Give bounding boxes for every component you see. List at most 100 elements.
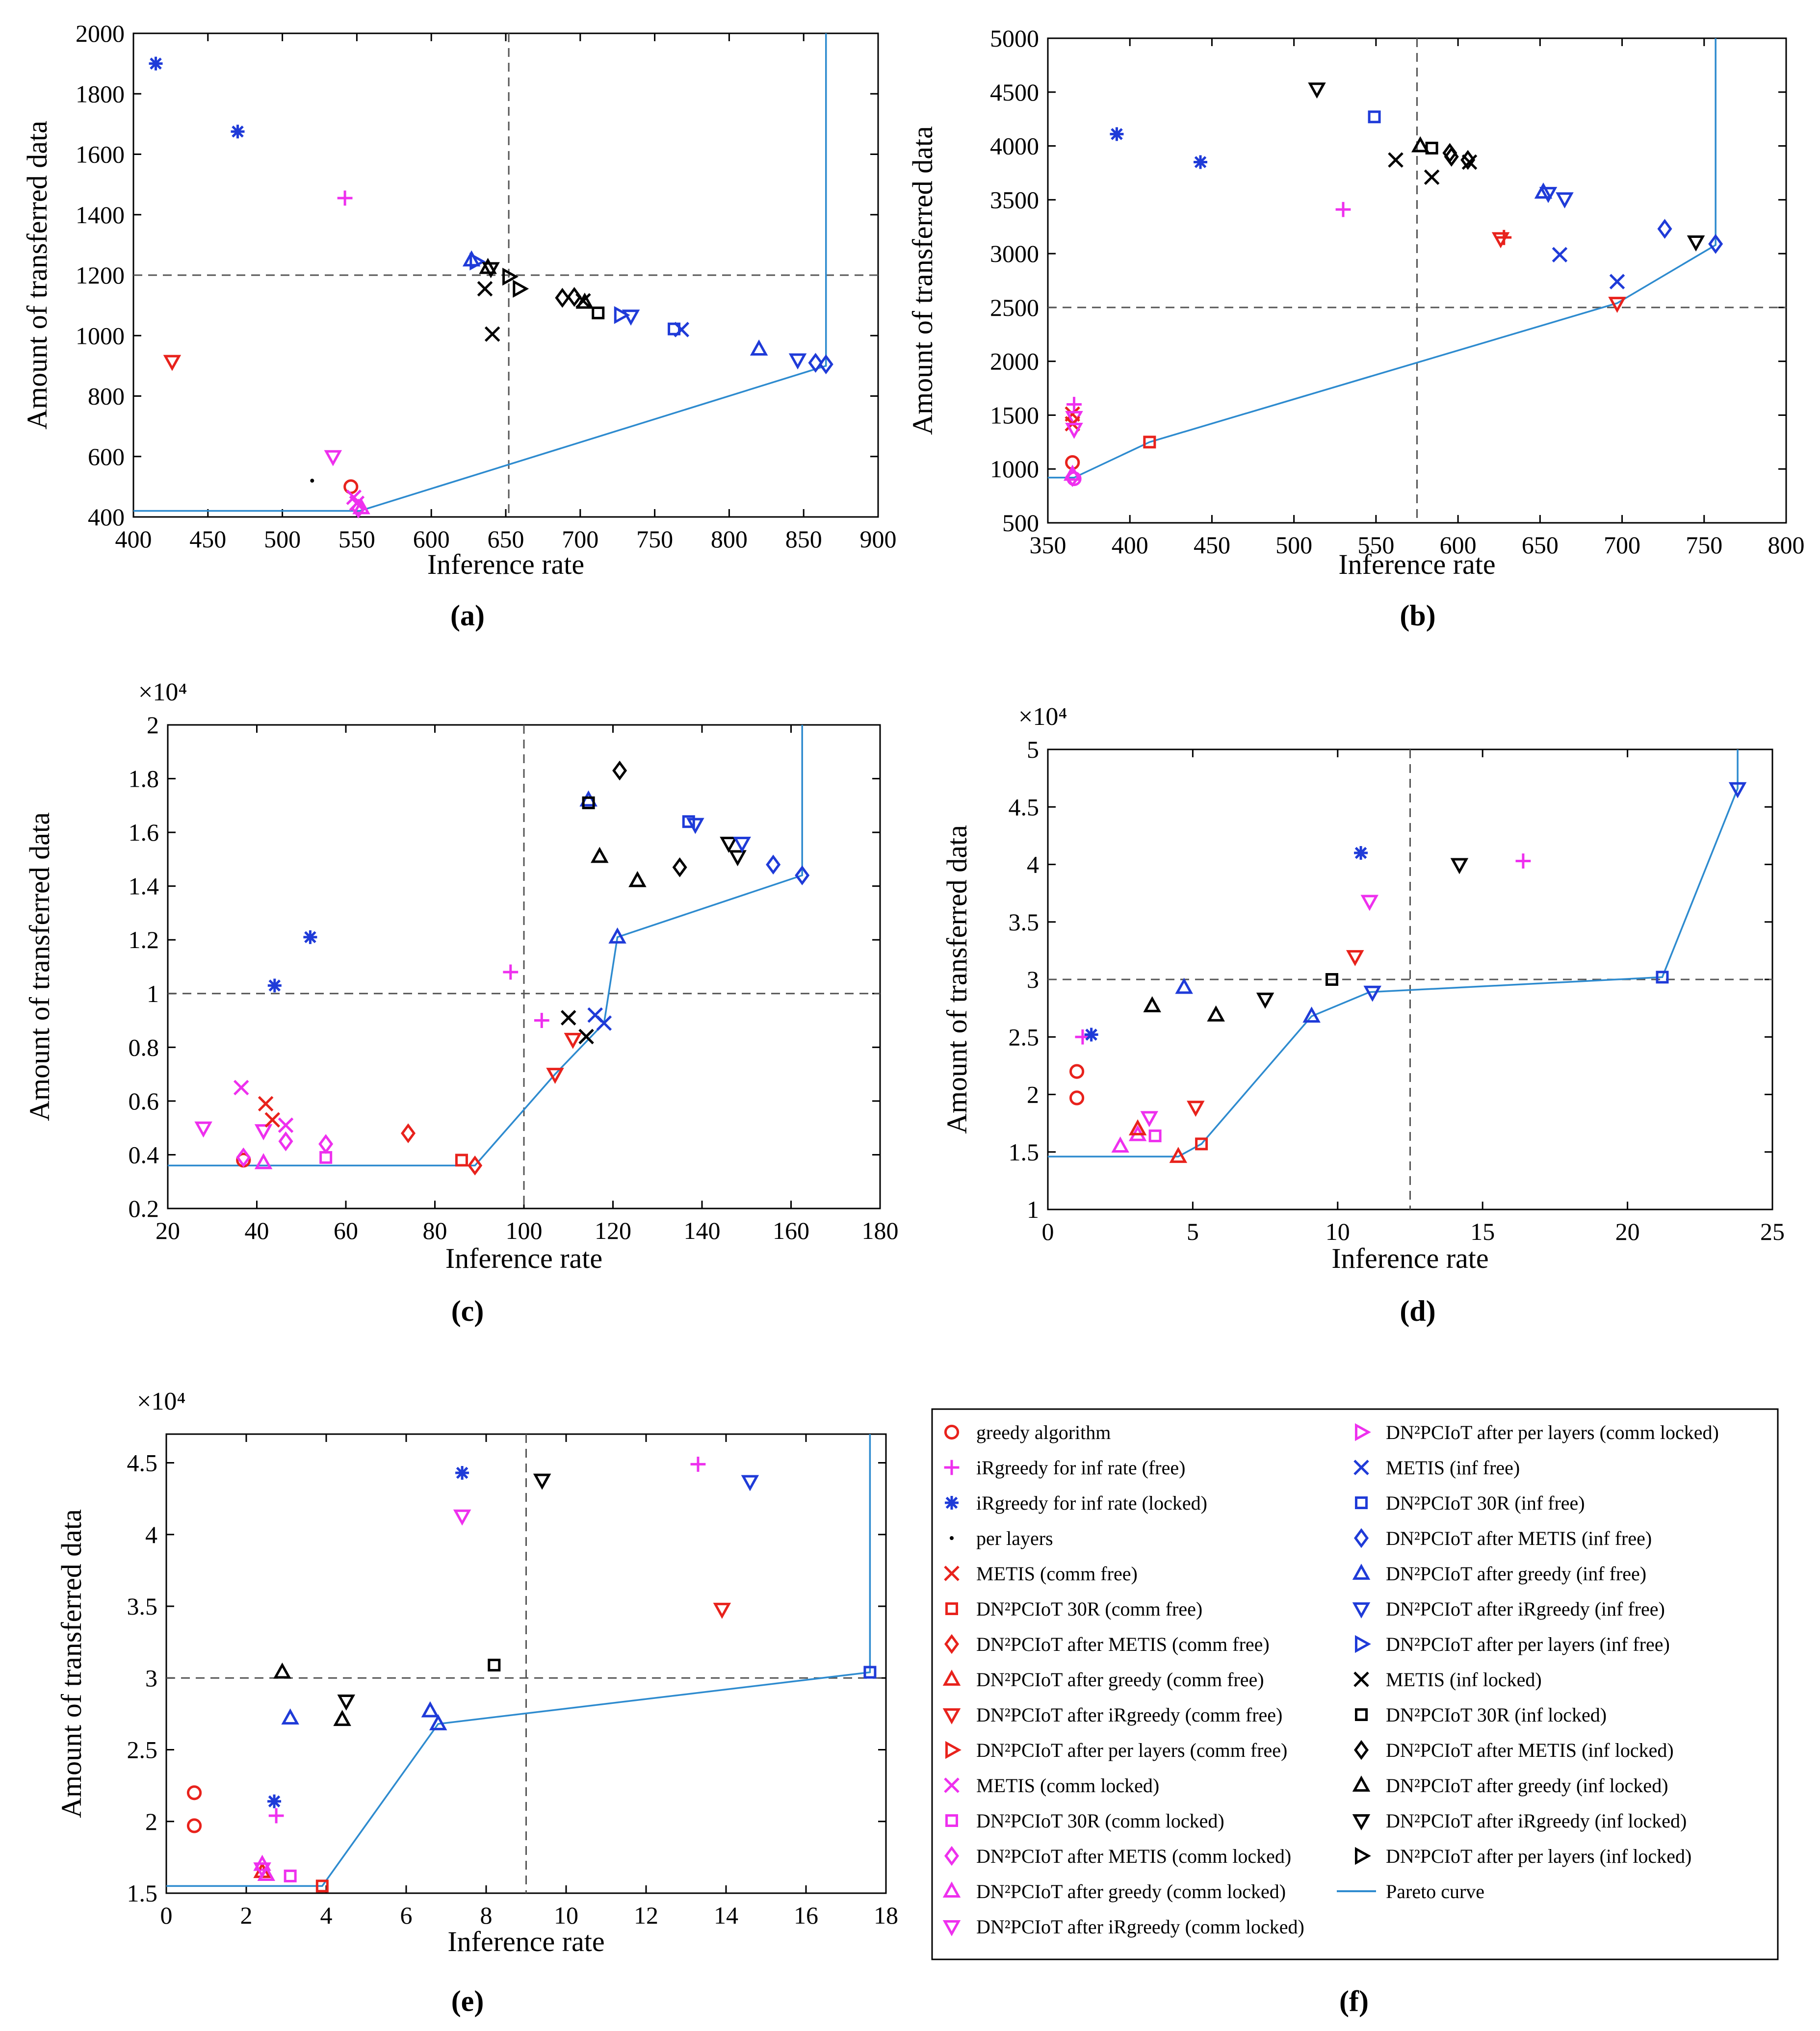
data-point bbox=[534, 1013, 549, 1028]
data-point bbox=[233, 1080, 249, 1096]
legend-marker bbox=[945, 1814, 958, 1827]
y-tick-label: 2.5 bbox=[127, 1736, 158, 1764]
pareto-curve bbox=[166, 1434, 871, 1887]
data-point bbox=[1302, 1006, 1321, 1023]
data-point bbox=[555, 287, 570, 308]
legend-marker bbox=[1353, 1460, 1369, 1475]
legend-item: DN²PCIoT 30R (inf locked) bbox=[1355, 1704, 1607, 1726]
data-point bbox=[713, 1602, 731, 1619]
data-point bbox=[720, 837, 738, 853]
x-tick-label: 400 bbox=[115, 525, 152, 553]
legend-marker bbox=[1352, 1602, 1371, 1619]
legend-label: DN²PCIoT after greedy (comm locked) bbox=[976, 1880, 1286, 1902]
x-axis-label: Inference rate bbox=[427, 548, 584, 580]
y-axis-label: Amount of transferred data bbox=[21, 121, 53, 430]
x-tick-label: 0 bbox=[160, 1902, 173, 1929]
x-tick-label: 450 bbox=[1194, 531, 1230, 559]
data-point bbox=[591, 847, 609, 863]
legend-label: Pareto curve bbox=[1386, 1880, 1484, 1902]
data-point bbox=[1556, 192, 1574, 208]
legend-marker bbox=[944, 1846, 960, 1866]
data-point bbox=[337, 190, 353, 206]
data-point bbox=[1143, 436, 1156, 449]
x-tick-label: 750 bbox=[1686, 531, 1722, 559]
data-point bbox=[608, 927, 626, 944]
data-point bbox=[268, 1808, 284, 1824]
data-point bbox=[682, 815, 695, 828]
data-point bbox=[429, 1714, 447, 1730]
y-tick-label: 1 bbox=[1027, 1196, 1039, 1223]
data-point bbox=[468, 1156, 483, 1176]
data-point bbox=[455, 1465, 469, 1480]
legend-marker bbox=[945, 1741, 962, 1759]
y-tick-label: 0.2 bbox=[129, 1195, 159, 1222]
legend-marker bbox=[950, 1536, 954, 1540]
data-point bbox=[1450, 858, 1469, 874]
data-point bbox=[1656, 971, 1669, 984]
data-point bbox=[315, 1879, 329, 1893]
data-point bbox=[421, 1701, 440, 1718]
data-point bbox=[818, 354, 833, 375]
data-point bbox=[258, 1096, 274, 1112]
chart-panel-c: 20 40 60 80 100 120 140 160 180 0.2 0.4 0.6 0.8 1 1.2 1… bbox=[24, 678, 899, 1327]
data-point bbox=[582, 796, 595, 809]
x-tick-label: 550 bbox=[1357, 531, 1394, 559]
data-point bbox=[333, 1710, 351, 1726]
data-point bbox=[194, 1121, 212, 1138]
y-tick-label: 5 bbox=[1027, 736, 1039, 763]
data-point bbox=[564, 1032, 582, 1049]
data-point bbox=[1335, 202, 1351, 217]
data-point bbox=[1425, 141, 1438, 154]
data-point bbox=[1069, 1090, 1085, 1105]
y-tick-label: 2 bbox=[145, 1808, 157, 1835]
data-point bbox=[488, 1658, 501, 1671]
data-point bbox=[1256, 992, 1274, 1009]
y-tick-label: 1.4 bbox=[129, 873, 159, 900]
data-point bbox=[482, 262, 500, 279]
data-point bbox=[863, 1666, 877, 1679]
legend-item: DN²PCIoT after greedy (comm locked) bbox=[942, 1880, 1286, 1902]
data-point bbox=[310, 479, 314, 483]
data-point bbox=[453, 1509, 471, 1526]
data-point bbox=[808, 353, 823, 373]
legend-label: METIS (inf free) bbox=[1386, 1457, 1520, 1479]
y-tick-label: 4.5 bbox=[127, 1449, 158, 1477]
legend-marker bbox=[1355, 1708, 1368, 1721]
y-tick-label: 3 bbox=[1027, 966, 1039, 993]
data-point bbox=[303, 930, 317, 944]
x-tick-label: 12 bbox=[634, 1902, 658, 1929]
x-tick-label: 600 bbox=[1440, 531, 1477, 559]
legend-label: DN²PCIoT 30R (inf locked) bbox=[1386, 1704, 1607, 1726]
y-tick-label: 1.2 bbox=[129, 926, 159, 953]
chart-panel-b: 350 400 450 500 550 600 650 700 750 800 500 1000 150… bbox=[907, 25, 1805, 632]
x-tick-label: 16 bbox=[794, 1902, 818, 1929]
legend-marker bbox=[944, 1634, 960, 1654]
legend-label: DN²PCIoT after METIS (inf free) bbox=[1386, 1527, 1652, 1549]
data-point bbox=[728, 850, 747, 867]
data-point bbox=[1539, 187, 1558, 204]
legend-label: DN²PCIoT after per layers (inf locked) bbox=[1386, 1845, 1691, 1867]
legend-marker bbox=[944, 1424, 960, 1440]
data-point bbox=[672, 857, 687, 877]
legend-label: DN²PCIoT after iRgreedy (inf locked) bbox=[1386, 1810, 1687, 1832]
y-tick-label: 2.5 bbox=[1009, 1023, 1040, 1051]
y-tick-label: 4500 bbox=[990, 78, 1039, 106]
data-point bbox=[1346, 950, 1364, 966]
data-point bbox=[1187, 1101, 1205, 1117]
x-tick-label: 25 bbox=[1760, 1218, 1785, 1245]
legend-label: DN²PCIoT after greedy (inf locked) bbox=[1386, 1774, 1668, 1797]
x-tick-label: 18 bbox=[874, 1902, 898, 1929]
x-tick-label: 120 bbox=[595, 1217, 631, 1244]
legend-marker bbox=[944, 1460, 960, 1475]
data-point bbox=[1308, 82, 1326, 99]
data-point bbox=[1195, 1137, 1208, 1151]
legend-marker bbox=[944, 1777, 960, 1793]
data-point bbox=[795, 865, 810, 886]
x-tick-label: 350 bbox=[1030, 531, 1066, 559]
x-tick-label: 450 bbox=[189, 525, 226, 553]
data-point bbox=[1325, 973, 1338, 986]
y-tick-label: 1.8 bbox=[129, 765, 159, 793]
data-point bbox=[1207, 1005, 1225, 1022]
y-tick-label: 500 bbox=[1002, 509, 1039, 537]
panel-label-a: (a) bbox=[450, 599, 485, 632]
